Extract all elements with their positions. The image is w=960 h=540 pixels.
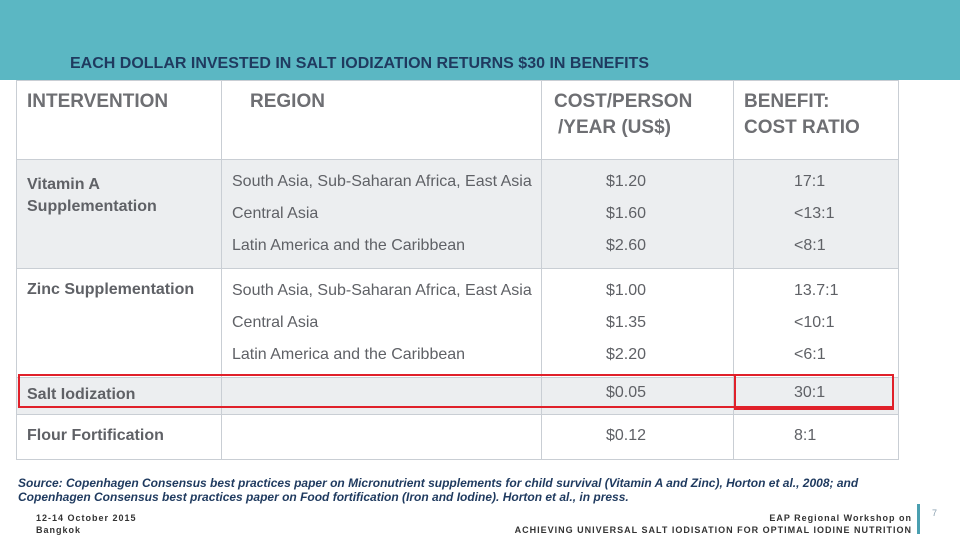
table-row: Zinc Supplementation South Asia, Sub-Sah…	[16, 268, 899, 378]
footer-event-line1: EAP Regional Workshop on	[769, 513, 912, 523]
region-item: Central Asia	[232, 314, 319, 331]
intervention-cell: Vitamin A Supplementation	[16, 159, 222, 269]
flour-label: Flour Fortification	[27, 427, 164, 444]
header-cost-line2: /YEAR (US$)	[558, 117, 671, 138]
cost-value: $0.05	[606, 384, 647, 401]
footer-date: 12-14 October 2015	[36, 513, 137, 523]
cost-cell: $0.05	[541, 377, 734, 415]
header-benefit: BENEFIT: COST RATIO	[733, 80, 899, 160]
cost-value: $1.00	[606, 282, 647, 299]
ratio-value: <13:1	[794, 205, 835, 222]
region-item: Latin America and the Caribbean	[232, 237, 466, 254]
zinc-label: Zinc Supplementation	[27, 281, 195, 298]
intervention-cell: Flour Fortification	[16, 414, 222, 460]
region-item: Central Asia	[232, 205, 319, 222]
header-cost-line1: COST/PERSON	[554, 91, 693, 112]
cost-value: $0.12	[606, 427, 647, 444]
cost-cell: $1.00 $1.35 $2.20	[541, 268, 734, 378]
salt-ratio-highlight	[734, 374, 894, 410]
vitamin-a-label-line2: Supplementation	[27, 198, 157, 215]
region-item: South Asia, Sub-Saharan Africa, East Asi…	[232, 173, 532, 190]
ratio-value: 8:1	[794, 427, 817, 444]
ratio-value: 13.7:1	[794, 282, 839, 299]
page-number: 7	[932, 508, 938, 518]
footer-event: EAP Regional Workshop on ACHIEVING UNIVE…	[515, 512, 912, 536]
ratio-cell: 13.7:1 <10:1 <6:1	[733, 268, 899, 378]
ratio-value: 17:1	[794, 173, 826, 190]
table-header-row: INTERVENTION REGION COST/PERSON /YEAR (U…	[16, 80, 899, 160]
header-banner	[0, 0, 960, 80]
cost-value: $2.60	[606, 237, 647, 254]
region-item: South Asia, Sub-Saharan Africa, East Asi…	[232, 282, 532, 299]
header-intervention: INTERVENTION	[16, 80, 222, 160]
ratio-cell: 8:1	[733, 414, 899, 460]
region-cell	[221, 377, 542, 415]
ratio-value: <6:1	[794, 346, 826, 363]
table-row: Vitamin A Supplementation South Asia, Su…	[16, 159, 899, 269]
cost-cell: $1.20 $1.60 $2.60	[541, 159, 734, 269]
footer-date-location: 12-14 October 2015 Bangkok	[36, 512, 137, 536]
header-region: REGION	[221, 80, 542, 160]
ratio-value: <10:1	[794, 314, 835, 331]
source-note: Source: Copenhagen Consensus best practi…	[18, 476, 859, 504]
table-row-salt: Salt Iodization $0.05 30:1	[16, 377, 899, 415]
header-benefit-line2: COST RATIO	[744, 117, 860, 138]
salt-label: Salt Iodization	[27, 386, 136, 403]
vitamin-a-label-line1: Vitamin A	[27, 176, 100, 193]
footer-divider	[917, 504, 920, 534]
table-row: Flour Fortification $0.12 8:1	[16, 414, 899, 460]
intervention-table: INTERVENTION REGION COST/PERSON /YEAR (U…	[16, 80, 899, 460]
cost-value: $1.35	[606, 314, 647, 331]
cost-value: $1.20	[606, 173, 647, 190]
ratio-value: <8:1	[794, 237, 826, 254]
cost-value: $1.60	[606, 205, 647, 222]
footer-location: Bangkok	[36, 525, 82, 535]
footer-event-line2: ACHIEVING UNIVERSAL SALT IODISATION FOR …	[514, 525, 912, 535]
cost-value: $2.20	[606, 346, 647, 363]
header-cost: COST/PERSON /YEAR (US$)	[541, 80, 734, 160]
cost-cell: $0.12	[541, 414, 734, 460]
header-benefit-line1: BENEFIT:	[744, 91, 830, 112]
intervention-cell: Salt Iodization	[16, 377, 222, 415]
intervention-cell: Zinc Supplementation	[16, 268, 222, 378]
region-item: Latin America and the Caribbean	[232, 346, 466, 363]
region-cell: South Asia, Sub-Saharan Africa, East Asi…	[221, 159, 542, 269]
slide-title: EACH DOLLAR INVESTED IN SALT IODIZATION …	[70, 55, 649, 72]
ratio-cell: 17:1 <13:1 <8:1	[733, 159, 899, 269]
region-cell	[221, 414, 542, 460]
region-cell: South Asia, Sub-Saharan Africa, East Asi…	[221, 268, 542, 378]
ratio-value: 30:1	[794, 384, 826, 401]
